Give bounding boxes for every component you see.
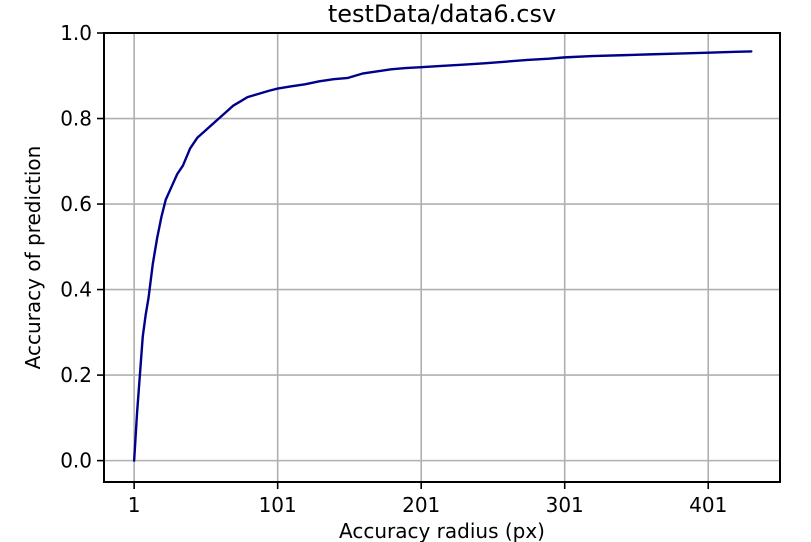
grid-lines <box>104 32 780 482</box>
y-tick-label: 0.4 <box>60 278 92 302</box>
x-axis-ticks: 1 101 201 301 401 <box>128 482 727 517</box>
y-axis-label: Accuracy of prediction <box>21 146 45 370</box>
x-tick-label: 301 <box>546 493 584 517</box>
y-tick-label: 1.0 <box>60 21 92 45</box>
plot-area-frame <box>103 32 781 483</box>
y-tick-label: 0.2 <box>60 363 92 387</box>
x-tick-label: 101 <box>259 493 297 517</box>
chart-title: testData/data6.csv <box>328 0 556 28</box>
x-tick-label: 1 <box>128 493 141 517</box>
x-axis-label: Accuracy radius (px) <box>339 519 545 542</box>
x-tick-label: 201 <box>402 493 440 517</box>
y-tick-label: 0.8 <box>60 107 92 131</box>
accuracy-curve <box>132 50 753 462</box>
y-tick-label: 0.6 <box>60 192 92 216</box>
y-axis-ticks: 0.0 0.2 0.4 0.6 0.8 1.0 <box>60 21 104 473</box>
y-tick-label: 0.0 <box>60 449 92 473</box>
x-tick-label: 401 <box>689 493 727 517</box>
